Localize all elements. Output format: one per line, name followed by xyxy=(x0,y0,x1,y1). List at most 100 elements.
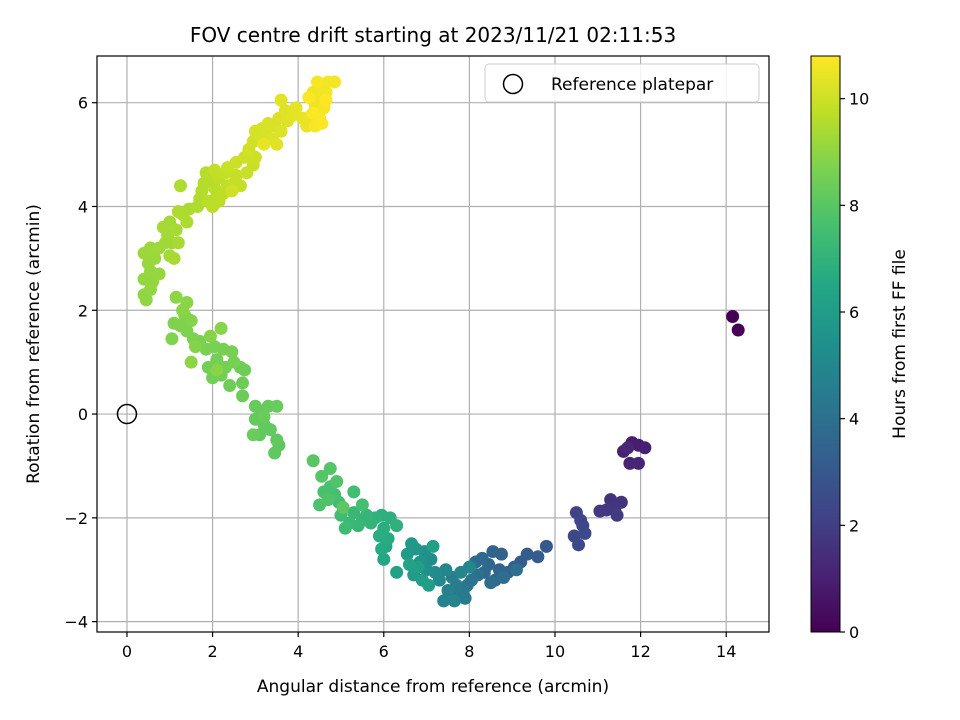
data-point xyxy=(509,563,523,577)
data-point xyxy=(188,340,202,354)
data-point xyxy=(593,504,607,518)
reference-point-marker xyxy=(116,403,138,425)
data-point xyxy=(180,295,194,309)
data-point xyxy=(578,526,592,540)
data-point xyxy=(167,316,181,330)
grid-lines xyxy=(97,56,769,632)
data-point xyxy=(338,521,352,535)
data-point xyxy=(214,321,228,335)
data-point xyxy=(336,500,350,514)
data-point xyxy=(210,353,224,367)
data-point xyxy=(497,571,511,585)
data-point xyxy=(171,205,185,219)
data-point xyxy=(227,355,241,369)
data-point xyxy=(203,329,217,343)
data-point xyxy=(402,558,416,572)
plot-frame xyxy=(96,55,770,633)
data-point xyxy=(236,389,250,403)
data-point xyxy=(169,223,183,237)
colorbar-tick-label: 6 xyxy=(849,303,859,322)
x-tick-label: 6 xyxy=(379,642,389,661)
data-point xyxy=(257,137,271,151)
y-tick-label: 2 xyxy=(78,301,88,320)
y-tick-label: 6 xyxy=(78,94,88,113)
data-point xyxy=(152,267,166,281)
x-tick-label: 2 xyxy=(207,642,217,661)
y-tick-label: 0 xyxy=(78,405,88,424)
x-axis-label: Angular distance from reference (arcmin) xyxy=(257,677,609,697)
data-point xyxy=(405,537,419,551)
data-point xyxy=(375,542,389,556)
data-point xyxy=(289,101,303,115)
x-tick-label: 8 xyxy=(464,642,474,661)
data-point xyxy=(439,563,453,577)
data-point xyxy=(165,332,179,346)
data-point xyxy=(347,485,361,499)
x-tick-label: 4 xyxy=(293,642,303,661)
data-point xyxy=(184,355,198,369)
data-point xyxy=(246,428,260,442)
data-point xyxy=(377,521,391,535)
data-point xyxy=(148,251,162,265)
chart-title: FOV centre drift starting at 2023/11/21 … xyxy=(190,23,676,47)
data-point xyxy=(323,462,337,476)
data-point xyxy=(306,106,320,120)
data-point xyxy=(248,399,262,413)
data-point xyxy=(210,363,224,377)
data-point xyxy=(638,441,652,455)
data-point xyxy=(223,379,237,393)
colorbar: 0 2 4 6 8 10 Hours from first FF file xyxy=(810,55,910,642)
x-tick-label: 0 xyxy=(122,642,132,661)
data-point xyxy=(268,446,282,460)
data-point xyxy=(321,493,335,507)
colorbar-tick-label: 4 xyxy=(849,410,859,429)
colorbar-gradient xyxy=(810,55,841,633)
data-point xyxy=(315,116,329,130)
data-point xyxy=(484,576,498,590)
data-point xyxy=(270,399,284,413)
y-tick-label: −4 xyxy=(64,613,88,632)
data-point xyxy=(167,251,181,265)
legend-entry-reference: Reference platepar xyxy=(551,75,713,95)
data-point xyxy=(171,236,185,250)
data-point xyxy=(225,184,239,198)
data-point xyxy=(173,179,187,193)
data-point xyxy=(347,506,361,520)
data-point xyxy=(400,547,414,561)
data-point xyxy=(302,91,316,105)
data-point xyxy=(458,591,472,605)
data-point xyxy=(631,456,645,470)
data-point xyxy=(238,363,252,377)
data-point xyxy=(462,560,476,574)
legend-marker xyxy=(502,73,524,95)
data-point xyxy=(169,290,183,304)
x-tick-label: 12 xyxy=(630,642,650,661)
data-point xyxy=(726,309,740,323)
y-tick-label: −2 xyxy=(64,509,88,528)
data-point xyxy=(236,376,250,390)
data-point xyxy=(422,578,436,592)
y-axis-ticks: −4 −2 0 2 4 6 xyxy=(64,94,97,632)
data-point xyxy=(315,469,329,483)
data-point xyxy=(328,75,342,89)
data-point xyxy=(426,539,440,553)
data-point xyxy=(229,168,243,182)
data-point xyxy=(257,410,271,424)
legend: Reference platepar xyxy=(484,63,760,103)
colorbar-ticks: 0 2 4 6 8 10 xyxy=(840,90,869,642)
colorbar-label: Hours from first FF file xyxy=(890,249,910,439)
data-point xyxy=(486,545,500,559)
data-point xyxy=(208,163,222,177)
data-point xyxy=(390,565,404,579)
data-point xyxy=(531,550,545,564)
data-point xyxy=(319,93,333,107)
colorbar-tick-label: 10 xyxy=(849,90,869,109)
colorbar-tick-label: 0 xyxy=(849,623,859,642)
y-axis-label: Rotation from reference (arcmin) xyxy=(24,204,44,484)
x-axis-ticks: 0 2 4 6 8 10 12 14 xyxy=(122,632,736,661)
data-point xyxy=(539,539,553,553)
data-point xyxy=(377,552,391,566)
colorbar-tick-label: 8 xyxy=(849,196,859,215)
colorbar-tick-label: 2 xyxy=(849,516,859,535)
